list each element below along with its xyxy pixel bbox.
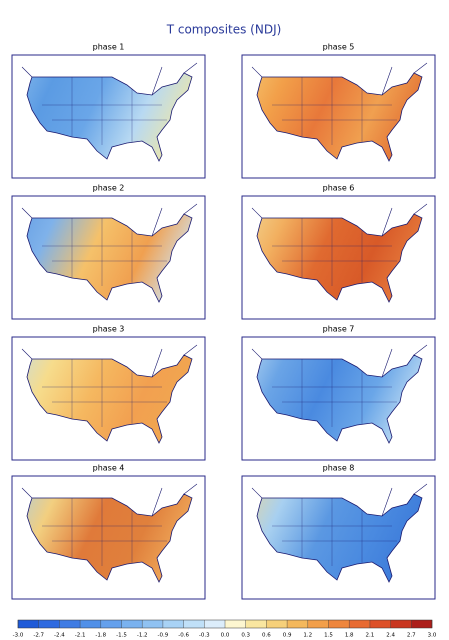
panel-title: phase 3	[93, 325, 125, 334]
colorbar-swatch	[328, 620, 350, 628]
panel-title: phase 5	[323, 43, 355, 52]
colorbar-swatch	[59, 620, 81, 628]
state-lines	[42, 498, 167, 566]
colorbar-tick-label: -0.3	[199, 633, 210, 639]
colorbar-tick-label: 1.8	[345, 633, 354, 639]
colorbar-tick-label: -0.6	[178, 633, 189, 639]
colorbar-swatch	[225, 620, 246, 628]
colorbar-tick-label: -1.2	[137, 633, 148, 639]
colorbar-swatch	[183, 620, 205, 628]
map-panel	[241, 54, 436, 179]
state-lines	[42, 77, 167, 145]
state-lines	[42, 218, 167, 286]
map-frame	[241, 54, 436, 179]
canada-border	[251, 62, 428, 96]
colorbar-tick-label: 0.6	[262, 633, 271, 639]
panel-title: phase 7	[323, 325, 355, 334]
colorbar-swatch	[80, 620, 101, 628]
map-frame	[11, 475, 206, 600]
map-panel	[241, 195, 436, 320]
colorbar-swatch	[369, 620, 391, 628]
colorbar-swatch	[100, 620, 122, 628]
canada-border	[251, 344, 428, 378]
colorbar-tick-label: 3.0	[428, 633, 437, 639]
colorbar-tick-label: 2.4	[386, 633, 395, 639]
colorbar-swatch	[121, 620, 143, 628]
map-panel	[11, 195, 206, 320]
colorbar-tick-label: 0.3	[241, 633, 250, 639]
colorbar-swatch	[204, 620, 225, 628]
map-panel	[11, 54, 206, 179]
state-lines	[272, 218, 397, 286]
colorbar-tick-label: -0.9	[158, 633, 169, 639]
colorbar-tick-label: 0.9	[283, 633, 292, 639]
canada-border	[21, 483, 198, 517]
map-panel	[241, 475, 436, 600]
coastline	[26, 213, 193, 303]
coastline	[256, 213, 423, 303]
figure-title: T composites (NDJ)	[166, 23, 282, 37]
colorbar-tick-label: -1.5	[116, 633, 127, 639]
panel-title: phase 6	[323, 184, 355, 193]
colorbar-swatch	[38, 620, 60, 628]
map-panel	[11, 336, 206, 461]
colorbar-tick-label: 1.5	[324, 633, 333, 639]
colorbar-tick-label: 1.2	[303, 633, 312, 639]
canada-border	[21, 62, 198, 96]
colorbar-swatch	[245, 620, 267, 628]
state-lines	[272, 77, 397, 145]
colorbar-swatch	[18, 620, 39, 628]
coastline	[256, 72, 423, 162]
colorbar-frame	[17, 619, 433, 629]
colorbar-swatch	[349, 620, 370, 628]
canada-border	[21, 203, 198, 237]
coastline	[26, 354, 193, 444]
colorbar-tick-label: 2.1	[366, 633, 375, 639]
colorbar-tick-label: -3.0	[13, 633, 24, 639]
colorbar-tick-label: -2.7	[33, 633, 44, 639]
colorbar-swatch	[266, 620, 288, 628]
canada-border	[251, 203, 428, 237]
colorbar-swatch	[162, 620, 184, 628]
map-frame	[11, 336, 206, 461]
map-frame	[11, 195, 206, 320]
coastline	[256, 354, 423, 444]
colorbar-tick-label: -2.4	[54, 633, 65, 639]
colorbar-tick-label: 0.0	[221, 633, 230, 639]
map-frame	[241, 195, 436, 320]
map-panel	[11, 475, 206, 600]
map-frame	[11, 54, 206, 179]
state-lines	[272, 498, 397, 566]
panel-title: phase 4	[93, 464, 125, 473]
canada-border	[21, 344, 198, 378]
map-frame	[241, 475, 436, 600]
state-lines	[42, 359, 167, 427]
colorbar-tick-label: -2.1	[75, 633, 86, 639]
map-panel	[241, 336, 436, 461]
colorbar-swatch	[390, 620, 412, 628]
colorbar-swatch	[287, 620, 308, 628]
map-frame	[241, 336, 436, 461]
panel-title: phase 8	[323, 464, 355, 473]
state-lines	[272, 359, 397, 427]
coastline	[26, 72, 193, 162]
coastline	[256, 493, 423, 583]
canada-border	[251, 483, 428, 517]
coastline	[26, 493, 193, 583]
colorbar-tick-label: -1.8	[95, 633, 106, 639]
panel-title: phase 2	[93, 184, 125, 193]
colorbar-tick-label: 2.7	[407, 633, 416, 639]
colorbar-swatch	[411, 620, 432, 628]
panel-title: phase 1	[93, 43, 125, 52]
colorbar-swatch	[307, 620, 329, 628]
colorbar-swatch	[142, 620, 163, 628]
